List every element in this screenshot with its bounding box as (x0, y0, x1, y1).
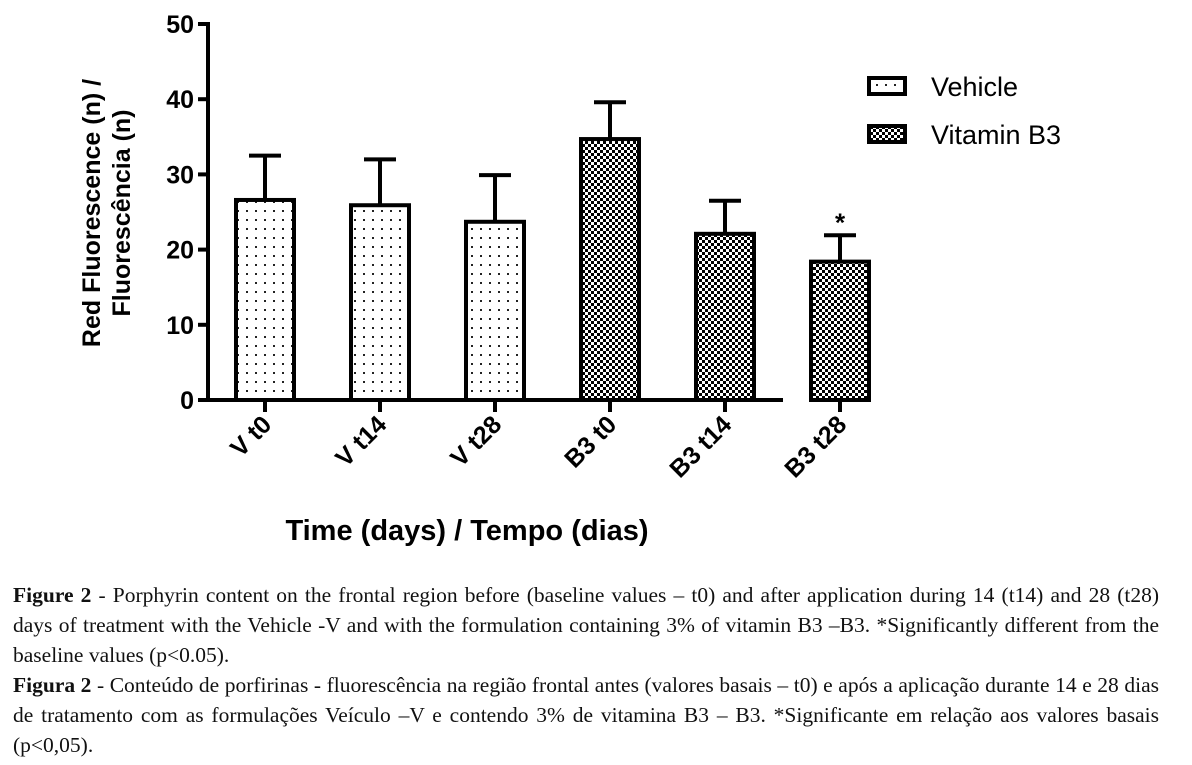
y-axis-label: Red Fluorescence (n) / Fluorescência (n) (78, 79, 136, 347)
annotations: * (835, 207, 846, 237)
y-axis: 0 10 20 30 40 50 (166, 11, 210, 415)
caption-text-pt: - Conteúdo de porfirinas - fluorescência… (13, 673, 1159, 757)
bar-b3-t28 (809, 259, 871, 402)
y-tick-label: 10 (166, 312, 194, 340)
y-tick-label: 50 (166, 11, 194, 39)
legend-label: Vehicle (931, 72, 1018, 102)
y-tick-label: 20 (166, 237, 194, 265)
bars (234, 137, 871, 402)
y-tick-label: 40 (166, 86, 194, 114)
legend-swatch-checker (867, 124, 907, 144)
legend-swatch-dots (867, 76, 907, 96)
bar-v-t14 (349, 203, 411, 402)
figure-caption-english: Figure 2 - Porphyrin content on the fron… (13, 580, 1159, 670)
caption-label-pt: Figura 2 (13, 673, 92, 697)
y-tick-label: 30 (166, 161, 194, 189)
caption-text-en: - Porphyrin content on the frontal regio… (13, 583, 1160, 667)
x-tick-label: B3 t14 (664, 410, 737, 483)
legend: Vehicle Vitamin B3 (867, 72, 1061, 150)
x-axis: V t0 V t14 V t28 B3 t0 B3 t14 B3 t28 (206, 398, 852, 483)
y-axis-label-line: Red Fluorescence (n) / (78, 79, 106, 347)
x-tick-label: B3 t0 (559, 410, 622, 473)
significance-asterisk: * (835, 207, 846, 237)
bar-b3-t0 (579, 137, 641, 402)
figure-caption-portuguese: Figura 2 - Conteúdo de porfirinas - fluo… (13, 670, 1159, 760)
x-tick-label: V t0 (225, 410, 277, 462)
bar-chart: 0 10 20 30 40 50 V t0 V t14 V t28 B3 t0 B3 t14 B3 … (78, 11, 1061, 547)
bar-v-t28 (464, 219, 526, 402)
y-tick-label: 0 (180, 387, 194, 415)
x-axis-label: Time (days) / Tempo (dias) (285, 515, 648, 547)
legend-label: Vitamin B3 (931, 120, 1061, 150)
error-bars (249, 100, 856, 262)
bar-v-t0 (234, 197, 296, 402)
caption-label-en: Figure 2 (13, 583, 92, 607)
bar-b3-t14 (694, 231, 756, 402)
y-axis-label-line: Fluorescência (n) (108, 110, 136, 317)
x-tick-label: V t28 (445, 410, 507, 472)
x-tick-label: B3 t28 (779, 410, 852, 483)
x-tick-label: V t14 (330, 410, 392, 472)
